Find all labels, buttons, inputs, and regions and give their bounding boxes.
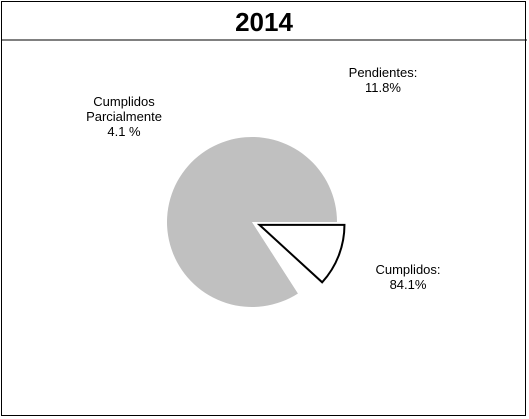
pie-slice-pendientes	[256, 223, 346, 284]
slice-label-cumplidos: Cumplidos Parcialmente 4.1 %	[86, 94, 162, 139]
chart-title: 2014	[235, 7, 293, 37]
pie-slices	[167, 137, 346, 308]
slice-label-pendientes: Pendientes: 11.8%	[349, 65, 418, 95]
slice-labels: Cumplidos: 84.1% Cumplidos Parcialmente 4.1 …	[86, 65, 440, 292]
pie-slice-cumplidos	[252, 222, 315, 294]
slice-label-cumplidos: Cumplidos: 84.1%	[375, 262, 440, 292]
pie-slice-cumplidos	[167, 137, 337, 308]
